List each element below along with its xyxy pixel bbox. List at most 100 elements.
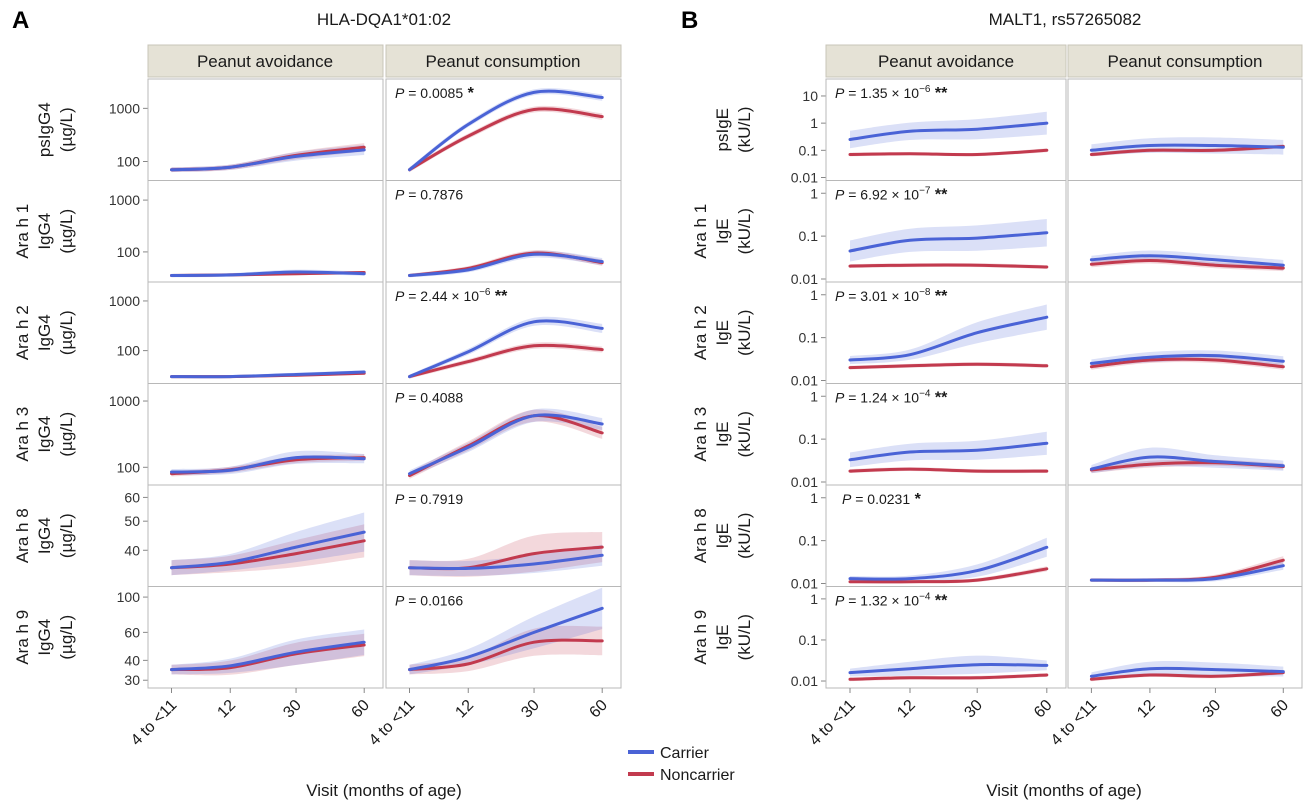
panel-a-row-6-avoidance-carrier-line [170,640,366,672]
panel-a-row-6-avoidance-carrier-band [171,629,365,675]
panel-b-row-5-avoidance-frame [825,484,1067,587]
panel-a-row-6-y-tick-3: 60 [124,624,140,640]
panel-a-row-2-y-tick-2: 1000 [109,192,140,208]
panel-a-row-3-y-tick-1: 100 [117,343,141,359]
panel-a-row-3-consumption-carrier-line [408,319,604,379]
panel-b-row-5-avoidance-noncarrier-line [848,567,1049,584]
strip-b-consumption-label: Peanut consumption [1108,52,1263,71]
panel-a-row-3-p-value: P = 2.44 × 10−6 ** [395,287,508,305]
panel-a-row-5-label-line-2: IgG4 [35,517,54,554]
panel-a-row-4-label-line-1: Ara h 3 [13,407,32,462]
panel-b-row-3-consumption-carrier-line [1089,353,1285,365]
panel-b-row-1-consumption-noncarrier-line [1089,144,1285,156]
panel-a-row-3-label-line-1: Ara h 2 [13,305,32,360]
strip-a-consumption-label: Peanut consumption [426,52,581,71]
panel-a-avoidance-x-tick-3: 30 [280,697,305,722]
panel-b-row-3-label-line-3: (kU/L) [735,310,754,356]
panel-b-row-2-consumption-noncarrier-line [1089,258,1285,270]
panel-b-row-2-consumption-frame [1067,180,1303,283]
panel-a-row-1-label-line-2: (µg/L) [57,107,76,152]
panel-a-row-2-label-line-1: Ara h 1 [13,204,32,259]
panel-b-row-4-consumption-carrier-line [1089,455,1285,471]
panel-b-row-3-label-line-2: IgE [713,320,732,346]
panel-a-title: HLA-DQA1*01:02 [317,10,451,29]
panel-b-row-3-y-tick-2: 0.1 [799,330,819,346]
panel-b-row-6-consumption-noncarrier-line [1089,671,1285,681]
panel-b-avoidance-x-tick-2: 12 [894,697,919,722]
panel-a-row-5-label-line-1: Ara h 8 [13,508,32,563]
panel-a-row-6-y-tick-1: 30 [124,672,140,688]
panel-b-row-5-label-line-3: (kU/L) [735,513,754,559]
panel-a-row-3-avoidance-frame [147,281,384,384]
panel-b-row-6-y-tick-2: 0.1 [799,632,819,648]
panel-a-row-6-consumption-noncarrier-line [408,638,604,672]
panel-a-row-2-p-value: P = 0.7876 [395,187,463,203]
panel-a-row-2-avoidance-frame [147,180,384,283]
panel-a-row-6-y-tick-4: 100 [117,589,141,605]
panel-b-row-5-label-line-2: IgE [713,523,732,549]
panel-b-row-2-label-line-2: IgE [713,218,732,244]
panel-b-row-2-avoidance-carrier-line [848,231,1049,253]
strip-b-avoidance-label: Peanut avoidance [878,52,1014,71]
panel-a-row-1-consumption-carrier-line [408,89,604,172]
panel-a-row-5-avoidance-carrier-band [171,512,365,576]
panel-b-row-3-p-value: P = 3.01 × 10−8 ** [835,287,948,305]
panel-b-row-1-avoidance-noncarrier-line [848,148,1049,157]
panel-b-row-5-y-tick-1: 0.01 [791,576,818,592]
panel-b-row-6-label-line-3: (kU/L) [735,614,754,660]
panel-a-row-2-y-tick-1: 100 [117,244,141,260]
strip-a-avoidance [147,44,384,78]
panel-b-row-6-consumption-carrier-line [1089,666,1285,678]
panel-b-row-5-consumption-carrier-line [1089,564,1285,582]
panel-b-row-2-p-value: P = 6.92 × 10−7 ** [835,186,948,204]
panel-a-row-1-y-tick-1: 100 [117,154,141,170]
panel-a-consumption-x-tick-4: 60 [586,697,611,722]
panel-a-row-6-p-value: P = 0.0166 [395,593,463,609]
panel-b-row-2-label-line-1: Ara h 1 [691,204,710,259]
panel-a-row-3-consumption-noncarrier-line [408,343,604,379]
panel-a-row-6-avoidance-noncarrier-band [171,633,365,676]
panel-b-row-6-p-value: P = 1.32 × 10−4 ** [835,592,948,610]
panel-b-row-1-p-value: P = 1.35 × 10−6 ** [835,84,948,102]
panel-a-avoidance-x-tick-1: 4 to <11 [128,697,180,749]
legend-noncarrier-label: Noncarrier [660,767,735,784]
panel-b-row-2-consumption-carrier-line [1089,254,1285,267]
panel-a-row-6-y-tick-2: 40 [124,652,140,668]
strip-a-avoidance-label: Peanut avoidance [197,52,333,71]
panel-a-row-1-consumption-noncarrier-line [408,107,604,172]
panel-b-row-4-avoidance-noncarrier-line [848,467,1049,473]
panel-a-row-3-label-line-3: (µg/L) [57,310,76,355]
panel-b-row-3-avoidance-carrier-line [848,315,1049,362]
panel-a-row-4-p-value: P = 0.4088 [395,390,463,406]
panel-a-row-4-y-tick-1: 100 [117,459,141,475]
panel-b-consumption-x-tick-3: 30 [1200,697,1225,722]
panel-b-row-1-label-line-1: psIgE [713,108,732,151]
panel-a-row-4-avoidance-carrier-line [170,455,366,474]
panel-b-row-4-avoidance-frame [825,383,1067,486]
panel-b-row-4-y-tick-2: 0.1 [799,431,819,447]
panel-a-row-6-avoidance-frame [147,586,384,689]
panel-a-row-6-consumption-carrier-band [409,587,603,675]
panel-a-row-3-y-tick-2: 1000 [109,293,140,309]
panel-b-row-1-y-tick-1: 0.01 [791,170,818,186]
panel-a-row-2-consumption-frame [385,180,622,283]
panel-b-row-5-consumption-carrier-band [1091,561,1284,583]
panel-b-row-1-consumption-carrier-line [1089,143,1285,152]
panel-b-x-axis-title: Visit (months of age) [986,781,1142,800]
panel-b-row-4-p-value: P = 1.24 × 10−4 ** [835,389,948,407]
panel-b-row-5-avoidance-carrier-band [850,537,1047,582]
panel-b-row-3-y-tick-1: 0.01 [791,373,818,389]
panel-a-row-2-consumption-carrier-line [408,252,604,277]
panel-b-row-3-y-tick-3: 1 [810,287,818,303]
panel-a-letter: A [12,7,29,34]
panel-a-row-2-label-line-3: (µg/L) [57,209,76,254]
panel-a-row-1-label-line-1: psIgG4 [35,102,54,157]
panel-a-row-5-avoidance-carrier-line [170,530,366,570]
panel-b-row-4-label-line-3: (kU/L) [735,411,754,457]
panel-a-row-5-p-value: P = 0.7919 [395,491,463,507]
panel-a-row-5-label-line-3: (µg/L) [57,513,76,558]
panel-b-row-6-avoidance-carrier-line [848,663,1049,675]
panel-a-row-5-y-tick-1: 40 [124,542,140,558]
